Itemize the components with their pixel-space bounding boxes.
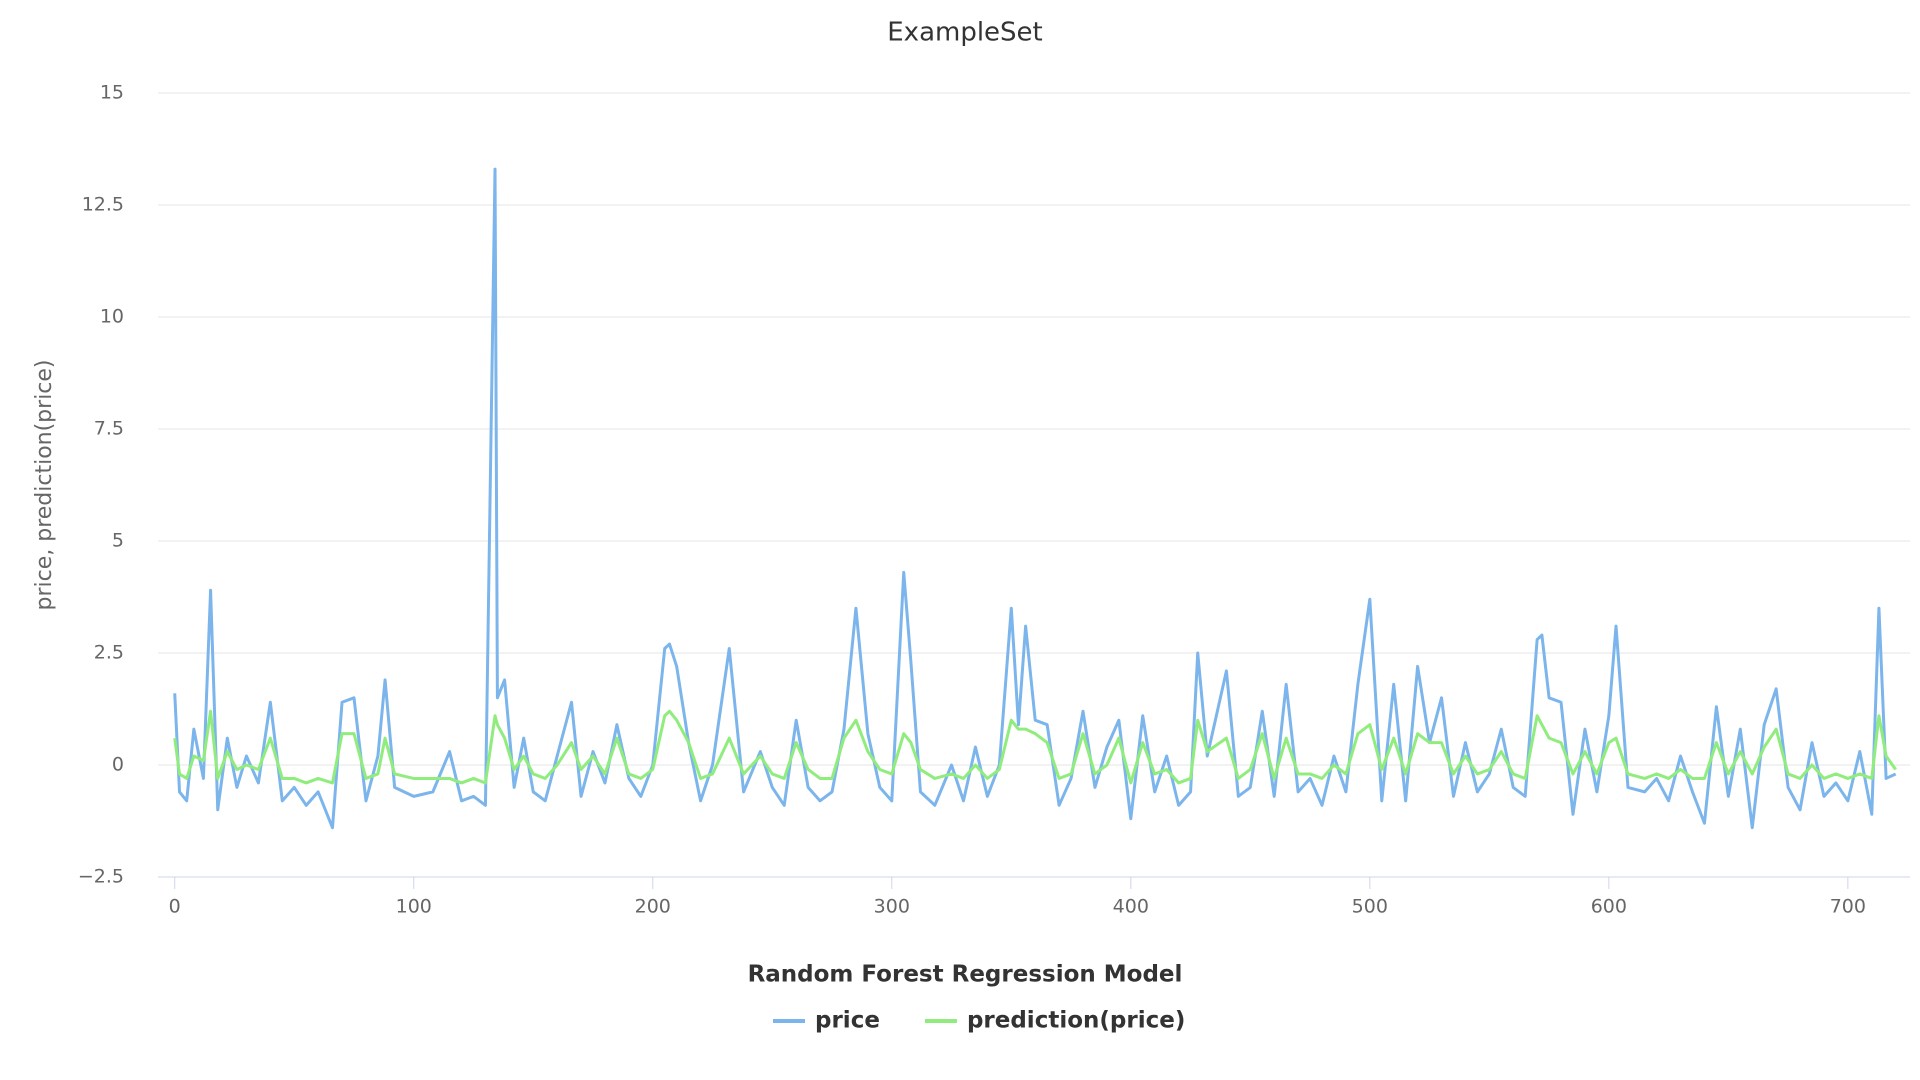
legend-item[interactable]: price bbox=[773, 1008, 880, 1034]
legend-item[interactable]: prediction(price) bbox=[924, 1008, 1185, 1034]
y-tick-label: 0 bbox=[112, 754, 124, 776]
legend-title: Random Forest Regression Model bbox=[748, 962, 1183, 988]
y-tick-label: 7.5 bbox=[94, 418, 124, 440]
x-tick-label: 700 bbox=[1830, 896, 1866, 918]
y-tick-label: 15 bbox=[100, 82, 124, 104]
x-tick-label: 100 bbox=[396, 896, 432, 918]
y-tick-label: 12.5 bbox=[82, 194, 124, 216]
legend-label: price bbox=[815, 1008, 880, 1034]
y-tick-label: 2.5 bbox=[94, 642, 124, 664]
x-tick-label: 400 bbox=[1113, 896, 1149, 918]
x-tick-label: 200 bbox=[635, 896, 671, 918]
chart-title: ExampleSet bbox=[887, 18, 1043, 48]
y-tick-label: 5 bbox=[112, 530, 124, 552]
legend-label: prediction(price) bbox=[967, 1008, 1185, 1034]
x-tick-label: 500 bbox=[1352, 896, 1388, 918]
series-line bbox=[173, 167, 1897, 830]
x-tick-label: 0 bbox=[169, 896, 181, 918]
series-line bbox=[173, 709, 1897, 785]
x-tick-label: 300 bbox=[874, 896, 910, 918]
y-axis-label: price, prediction(price) bbox=[32, 359, 57, 610]
x-tick-label: 600 bbox=[1591, 896, 1627, 918]
y-tick-label: −2.5 bbox=[78, 866, 124, 888]
y-tick-label: 10 bbox=[100, 306, 124, 328]
